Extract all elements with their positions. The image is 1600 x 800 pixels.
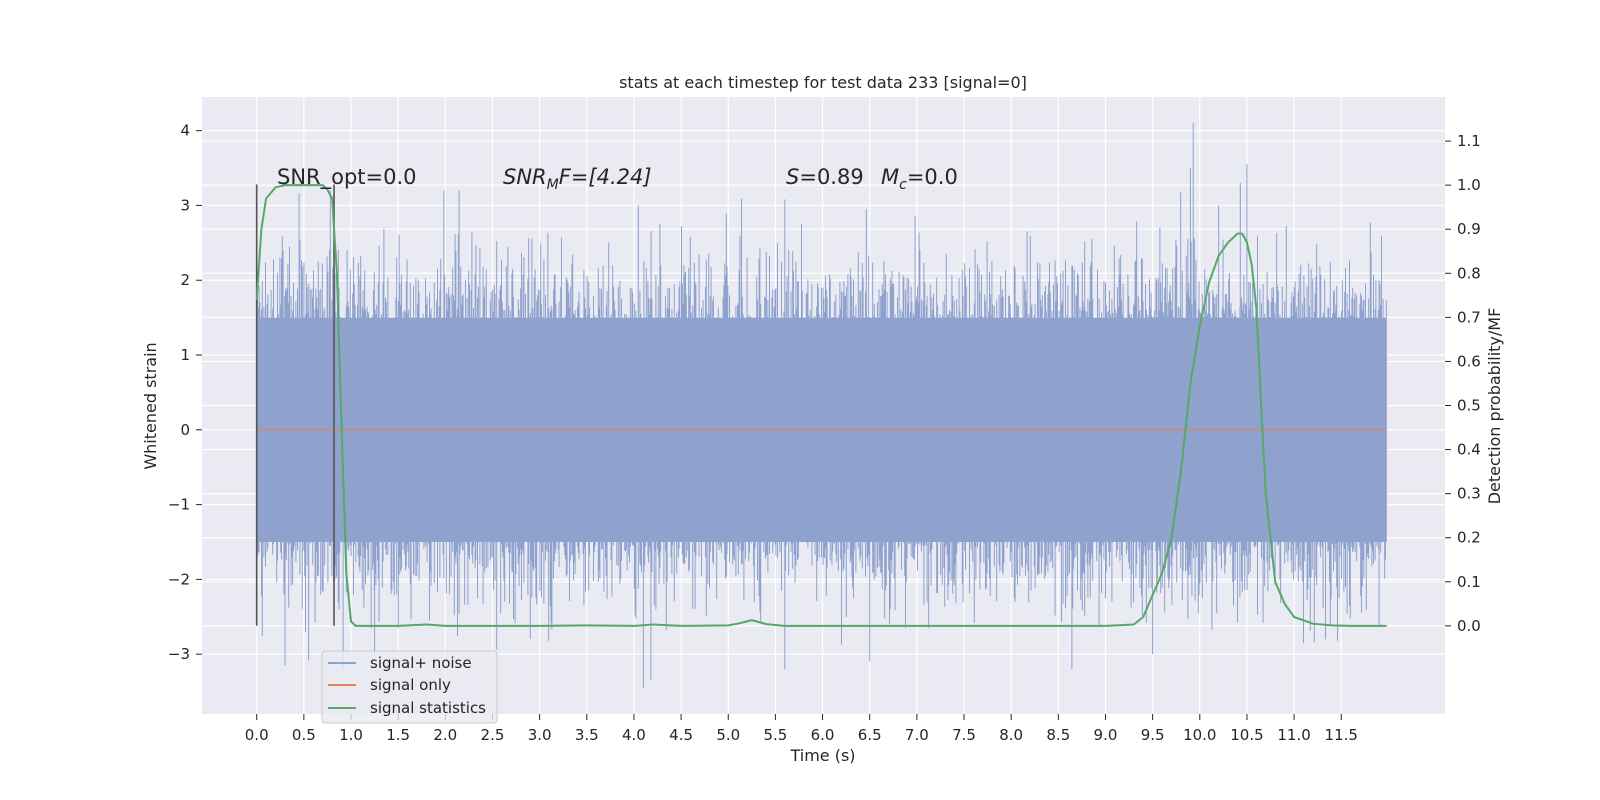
x-tick-label: 3.0 — [528, 726, 552, 744]
y2-tick-label: 0.3 — [1457, 485, 1481, 503]
x-tick-label: 5.0 — [716, 726, 740, 744]
y2-tick-label: 1.0 — [1457, 176, 1481, 194]
y2-tick-label: 0.0 — [1457, 617, 1481, 635]
y2-tick-label: 0.8 — [1457, 264, 1481, 282]
annotation-mc: Mc=0.0 — [881, 165, 958, 193]
y2-tick-label: 0.9 — [1457, 220, 1481, 238]
y-tick-label: −2 — [168, 570, 190, 588]
x-tick-label: 0.0 — [245, 726, 269, 744]
annotation-s-value: =0.89 — [799, 165, 863, 189]
annotation-snr-mf-main: SNR — [503, 165, 547, 189]
x-tick-label: 2.0 — [433, 726, 457, 744]
legend-label-signal-statistics: signal statistics — [370, 699, 486, 717]
annotation-snr-opt: SNR_opt=0.0 — [277, 165, 417, 190]
y-tick-label: −1 — [168, 496, 190, 514]
y2-tick-label: 0.4 — [1457, 441, 1481, 459]
annotation-snr-mf-f: F=[4.24] — [559, 165, 652, 189]
x-tick-label: 0.5 — [292, 726, 316, 744]
x-tick-label: 3.5 — [575, 726, 599, 744]
x-tick-label: 8.0 — [999, 726, 1023, 744]
x-tick-label: 6.5 — [858, 726, 882, 744]
ticks: 0.0 0.5 1.0 1.5 2.0 2.5 3.0 3.5 4.0 4.5 5.0 5.5 6.0 6… — [168, 122, 1481, 744]
x-tick-label: 6.0 — [811, 726, 835, 744]
x-tick-label: 8.5 — [1046, 726, 1070, 744]
y-tick-label: 2 — [180, 271, 190, 289]
series-lines — [255, 184, 1387, 627]
y2-tick-label: 0.6 — [1457, 352, 1481, 370]
x-tick-label: 7.5 — [952, 726, 976, 744]
annotation-mc-main: M — [881, 165, 899, 189]
x-tick-label: 9.5 — [1141, 726, 1165, 744]
y-tick-label: 3 — [180, 196, 190, 214]
x-tick-label: 4.5 — [669, 726, 693, 744]
x-tick-label: 4.0 — [622, 726, 646, 744]
y-axis-label: Whitened strain — [141, 342, 160, 469]
series-signal-statistics — [255, 184, 1387, 627]
x-tick-label: 7.0 — [905, 726, 929, 744]
annotation-mc-value: =0.0 — [907, 165, 958, 189]
x-tick-label: 1.5 — [386, 726, 410, 744]
annotation-s: S=0.89 — [786, 165, 864, 189]
y2-tick-label: 0.7 — [1457, 308, 1481, 326]
chart-title: stats at each timestep for test data 233… — [619, 73, 1027, 92]
y2-axis-label: Detection probability/MF — [1485, 308, 1504, 505]
x-tick-label: 11.0 — [1277, 726, 1310, 744]
annotation-snr-mf-sub: M — [547, 177, 559, 193]
y-tick-label: −3 — [168, 645, 190, 663]
x-tick-label: 11.5 — [1325, 726, 1358, 744]
legend-box — [321, 650, 498, 724]
y-tick-label: 4 — [180, 122, 190, 140]
x-tick-label: 5.5 — [763, 726, 787, 744]
annotation-mc-sub: c — [899, 177, 907, 193]
y2-tick-label: 0.1 — [1457, 573, 1481, 591]
x-tick-label: 10.0 — [1183, 726, 1216, 744]
x-tick-label: 10.5 — [1230, 726, 1263, 744]
y2-tick-label: 1.1 — [1457, 132, 1481, 150]
x-tick-label: 9.0 — [1094, 726, 1118, 744]
legend-label-signal-noise: signal+ noise — [370, 654, 472, 672]
annotation-s-main: S — [786, 165, 799, 189]
y2-tick-label: 0.5 — [1457, 397, 1481, 415]
y2-tick-label: 0.2 — [1457, 529, 1481, 547]
y-tick-label: 0 — [180, 421, 190, 439]
y-tick-label: 1 — [180, 346, 190, 364]
legend: signal+ noise signal only signal statist… — [321, 650, 498, 724]
legend-label-signal-only: signal only — [370, 676, 451, 694]
annotation-snr-mf: SNRMF=[4.24] — [503, 165, 652, 193]
x-tick-label: 1.0 — [339, 726, 363, 744]
x-tick-label: 2.5 — [481, 726, 505, 744]
x-axis-label: Time (s) — [789, 746, 855, 765]
